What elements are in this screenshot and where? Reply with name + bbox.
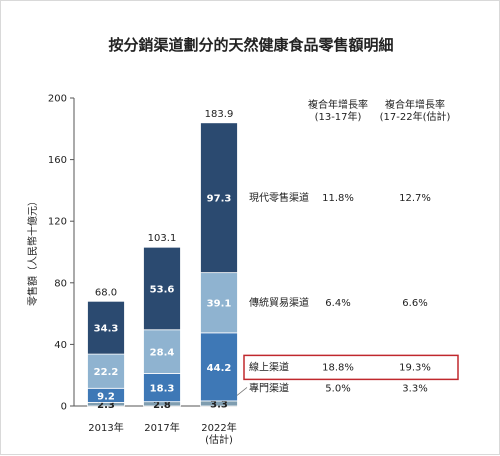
bar-segment (143, 329, 181, 374)
bar-segment-label: 44.2 (207, 363, 232, 374)
cagr-column-subheader: (17-22年(估計) (380, 110, 451, 123)
cagr-value: 19.3% (399, 362, 431, 373)
bar-segment-label: 2.8 (153, 400, 171, 411)
bar-segment (200, 332, 238, 402)
bars: 2.39.2 22.2 34.3 68.0 2.8 18.3 28.4 53.6 103.1 3.… (87, 109, 238, 411)
y-tick-label: 40 (54, 340, 67, 351)
bar-segment-label: 39.1 (207, 299, 232, 310)
bar-segment-label: 9.2 (97, 391, 115, 402)
bar-segment (200, 272, 238, 334)
cagr-value: 11.8% (322, 193, 354, 204)
bar-segment-label: 3.3 (210, 399, 228, 410)
y-tick-label: 200 (48, 94, 67, 105)
cagr-value: 12.7% (399, 193, 431, 204)
bar-total-label: 183.9 (205, 109, 234, 120)
cagr-value: 5.0% (325, 383, 350, 394)
bar-segment (87, 353, 125, 389)
bar-segment-label: 18.3 (150, 384, 175, 395)
x-tick-sublabel: (估計) (205, 433, 233, 446)
y-tick-label: 80 (54, 278, 67, 289)
leader-line (236, 387, 248, 396)
cagr-value: 6.6% (402, 298, 427, 309)
cagr-row-label: 專門渠道 (249, 381, 289, 394)
cagr-column-header: 複合年增長率 (308, 98, 368, 111)
x-tick-label: 2017年 (144, 421, 179, 434)
bar-total-label: 103.1 (148, 233, 177, 244)
bar-segment-label: 28.4 (150, 348, 175, 359)
y-tick-label: 120 (48, 217, 67, 228)
bar-segment (143, 246, 181, 331)
cagr-row-label: 線上渠道 (249, 360, 289, 373)
cagr-column-subheader: (13-17年) (315, 110, 362, 123)
highlight-box-online (243, 354, 459, 381)
y-axis-label: 零售額（人民幣十億元） (26, 196, 39, 306)
x-axis-labels: 2013年 2017年 2022年(估計) (88, 421, 236, 446)
bar-segment (87, 300, 125, 355)
y-tick-label: 160 (48, 155, 67, 166)
bar-segment (200, 122, 238, 274)
chart-title: 按分銷渠道劃分的天然健康食品零售額明細 (108, 36, 393, 54)
cagr-row-label: 傳統貿易渠道 (249, 296, 309, 309)
bar-total-label: 68.0 (95, 287, 117, 298)
x-tick-label: 2013年 (88, 421, 123, 434)
cagr-table: 複合年增長率(13-17年)複合年增長率(17-22年(估計)現代零售渠道 11.… (236, 98, 459, 396)
bar-segment (143, 373, 181, 403)
cagr-row-label: 現代零售渠道 (249, 191, 309, 204)
bar-segment-label: 97.3 (207, 194, 232, 205)
y-tick-label: 0 (61, 402, 67, 413)
bar-segment-label: 22.2 (94, 367, 119, 378)
cagr-value: 3.3% (402, 383, 427, 394)
bar-segment-label: 2.3 (97, 400, 115, 411)
cagr-value: 6.4% (325, 298, 350, 309)
x-tick-label: 2022年 (201, 421, 236, 434)
cagr-column-header: 複合年增長率 (385, 98, 445, 111)
bar-segment-label: 53.6 (150, 284, 175, 295)
cagr-value: 18.8% (322, 362, 354, 373)
bar-segment-label: 34.3 (94, 324, 119, 335)
